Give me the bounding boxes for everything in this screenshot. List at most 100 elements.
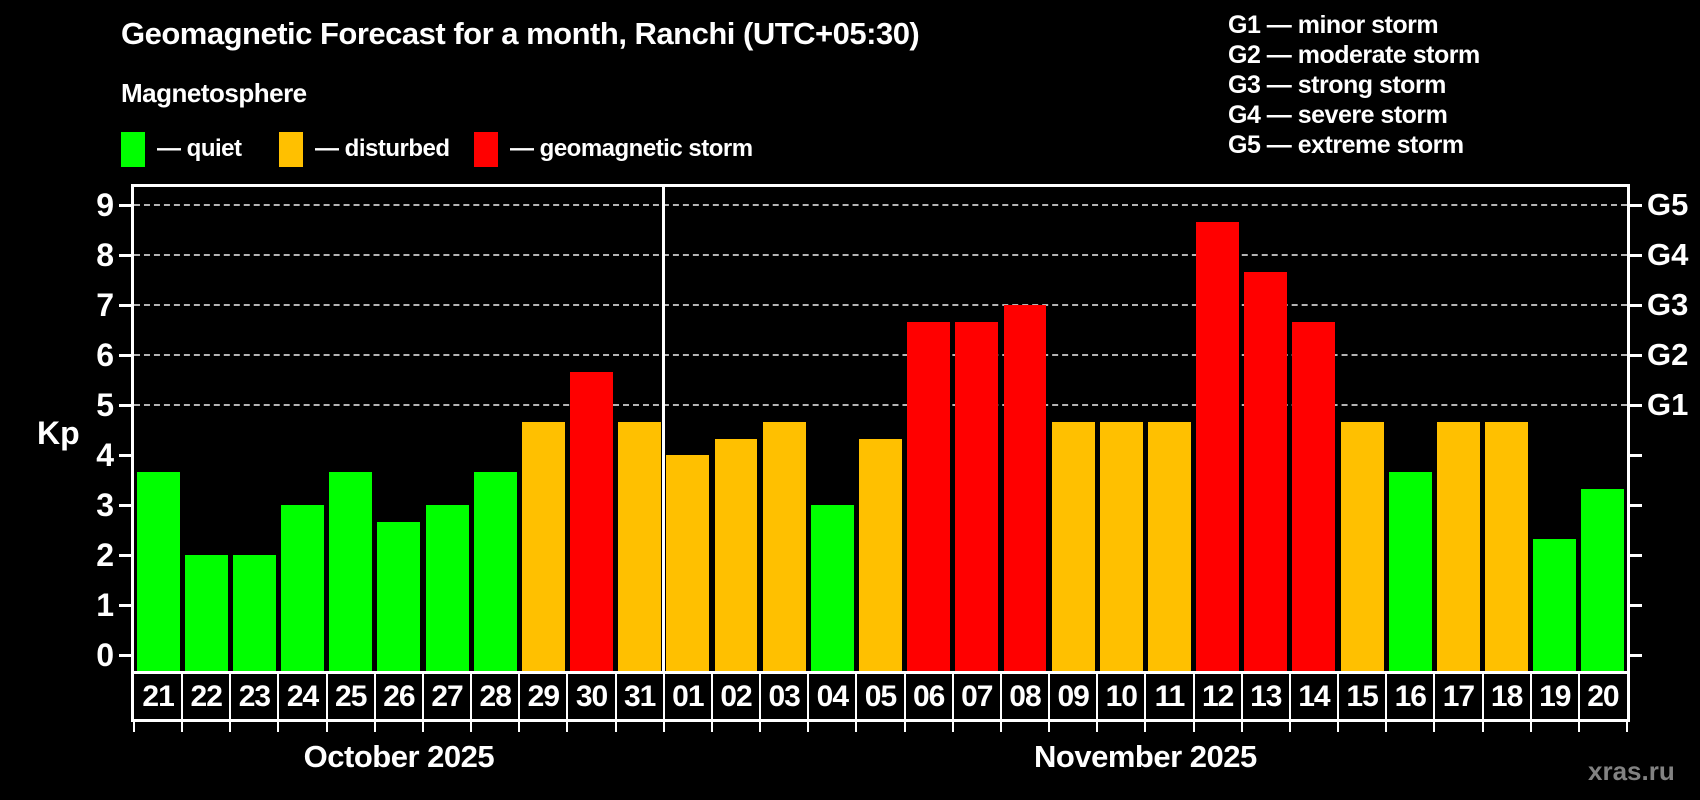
day-label: 13: [1250, 680, 1282, 713]
day-label: 24: [286, 680, 319, 713]
day-axis-tick: [325, 722, 328, 732]
day-label: 20: [1587, 680, 1619, 713]
day-label: 14: [1298, 680, 1330, 713]
day-axis-tick: [181, 722, 184, 732]
kp-bar-day-12: [1196, 221, 1240, 671]
g-tick-label-g4: G4: [1647, 237, 1689, 272]
month-label-october: October 2025: [303, 739, 495, 774]
g-axis-tick: [1630, 654, 1642, 657]
chart-subtitle: Magnetosphere: [121, 78, 307, 108]
kp-tick-label: 4: [96, 437, 114, 473]
day-cell-divider: [373, 674, 376, 719]
day-label: 28: [479, 680, 512, 713]
kp-axis-tick: [119, 254, 131, 257]
day-axis-tick: [1240, 722, 1243, 732]
day-label: 25: [335, 680, 367, 713]
kp-bar-day-15: [1340, 421, 1384, 671]
day-cell-divider: [1433, 674, 1436, 719]
gridline-kp5: [134, 404, 1627, 406]
kp-bar-day-08: [1003, 305, 1047, 671]
day-label: 10: [1105, 680, 1138, 713]
kp-bar-day-04: [810, 505, 854, 671]
day-label: 08: [1009, 680, 1041, 713]
day-label: 19: [1539, 680, 1571, 713]
g-axis-tick: [1630, 504, 1642, 507]
day-label: 26: [383, 680, 415, 713]
g-axis-tick: [1630, 204, 1642, 207]
day-label: 23: [238, 680, 271, 713]
kp-axis-tick: [119, 504, 131, 507]
kp-bar-day-13: [1244, 271, 1288, 671]
day-axis-tick: [1048, 722, 1051, 732]
kp-bar-day-17: [1436, 421, 1480, 671]
kp-tick-label: 1: [96, 587, 114, 623]
g-axis-tick: [1630, 354, 1642, 357]
day-axis-tick: [470, 722, 473, 732]
day-label: 04: [816, 680, 849, 713]
legend-item-quiet: — quiet: [121, 130, 242, 168]
day-axis-tick: [614, 722, 617, 732]
kp-bar-day-18: [1485, 421, 1529, 671]
kp-tick-label: 8: [96, 237, 114, 273]
day-cell-divider: [855, 674, 858, 719]
day-cell-divider: [1096, 674, 1099, 719]
kp-bar-day-29: [521, 421, 565, 671]
day-axis-tick: [133, 722, 135, 732]
kp-bar-day-02: [714, 438, 758, 671]
day-label-row: 21 22 23 24 25 26 27 28 29 30 31 01 02 03 04 05 06 07 08 09…: [131, 671, 1630, 722]
kp-bar-day-05: [859, 438, 902, 671]
disturbed-color-swatch: [279, 131, 303, 167]
day-axis-tick: [1337, 722, 1340, 732]
kp-axis-tick: [119, 604, 131, 607]
kp-bar-day-30: [570, 371, 613, 671]
kp-bar-day-24: [281, 505, 325, 671]
g-legend-line-g1: G1 — minor storm: [1228, 11, 1439, 39]
day-axis-tick: [1529, 722, 1532, 732]
plot-area: Kp 0 1 2 3 4 5 6 7 8 9 G1 G2 G3 G4 G5 21 22 23 24 25 26 27 28 2…: [37, 184, 1688, 774]
day-axis-tick: [1096, 722, 1099, 732]
kp-axis-tick: [119, 354, 131, 357]
day-label: 09: [1057, 680, 1089, 713]
kp-tick-label: 7: [96, 287, 114, 323]
day-axis-tick: [229, 722, 232, 732]
day-axis-tick: [759, 722, 762, 732]
day-label: 01: [672, 680, 704, 713]
day-cell-divider: [277, 674, 280, 719]
day-label: 21: [142, 680, 174, 713]
day-cell-divider: [181, 674, 184, 719]
kp-bar-day-27: [425, 505, 469, 671]
day-cell-divider: [1192, 674, 1195, 719]
day-label: 07: [961, 680, 993, 713]
day-axis-tick: [1192, 722, 1195, 732]
day-cell-divider: [421, 674, 424, 719]
day-axis-tick: [662, 722, 665, 732]
day-cell-divider: [999, 674, 1002, 719]
day-label: 22: [190, 680, 223, 713]
kp-bar-day-11: [1147, 421, 1191, 671]
kp-axis-tick: [119, 404, 131, 407]
day-axis-tick: [710, 722, 713, 732]
day-cell-divider: [662, 674, 665, 719]
day-label: 16: [1394, 680, 1427, 713]
storm-color-swatch: [474, 131, 498, 167]
kp-bar-day-06: [907, 321, 951, 671]
month-separator-line: [662, 187, 666, 671]
kp-bar-day-07: [955, 321, 999, 671]
kp-bar-day-23: [232, 555, 276, 671]
kp-axis-tick: [119, 454, 131, 457]
kp-axis-tick: [119, 204, 131, 207]
kp-axis-tick: [119, 554, 131, 557]
kp-axis-label: Kp: [37, 415, 80, 451]
day-axis-tick: [566, 722, 569, 732]
g-scale-legend: G1 — minor storm G2 — moderate storm G3 …: [1228, 10, 1480, 160]
g-legend-line-g5: G5 — extreme storm: [1228, 131, 1464, 159]
legend-label-disturbed: — disturbed: [315, 135, 450, 162]
day-axis-tick: [951, 722, 954, 732]
kp-bar-day-21: [136, 471, 180, 671]
day-cell-divider: [1385, 674, 1388, 719]
kp-bar-day-16: [1388, 471, 1432, 671]
day-cell-divider: [470, 674, 473, 719]
day-cell-divider: [1048, 674, 1051, 719]
day-cell-divider: [710, 674, 713, 719]
day-cell-divider: [951, 674, 954, 719]
